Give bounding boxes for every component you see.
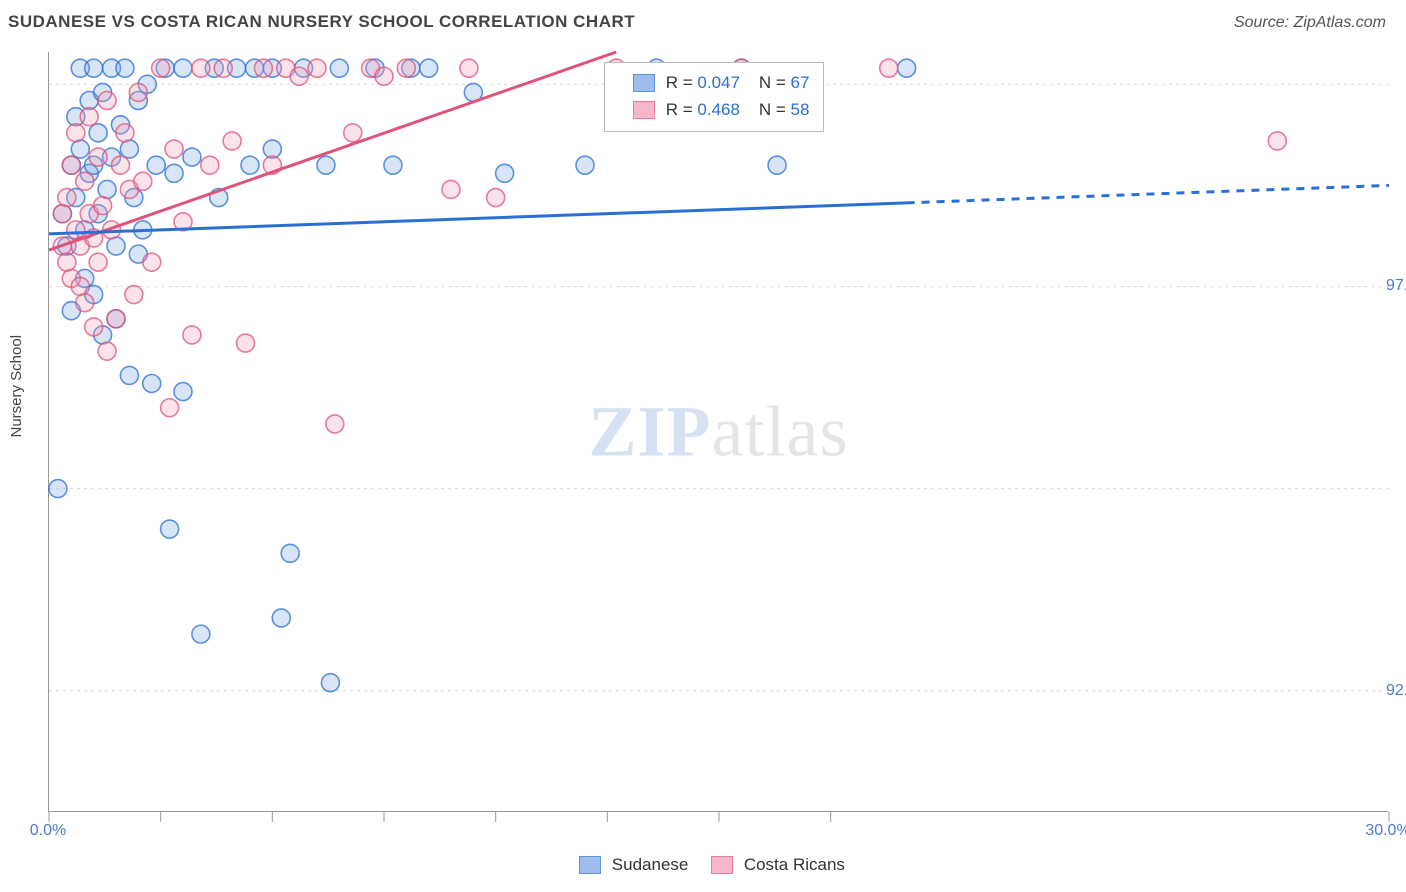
n-label: N = [759,73,791,92]
n-label: N = [759,100,791,119]
source-prefix: Source: [1234,14,1294,31]
x-tick-label: 0.0% [30,822,66,840]
legend-label-sudanese: Sudanese [612,855,689,874]
r-label: R = [666,73,698,92]
x-axis-labels: 0.0%30.0% [48,822,1388,852]
n-value-sudanese: 67 [791,73,810,92]
source-name: ZipAtlas.com [1294,14,1386,31]
n-value-costaricans: 58 [791,100,810,119]
stats-legend: R = 0.047 N = 67 R = 0.468 N = 58 [604,62,824,132]
swatch-costaricans-bottom [711,856,733,874]
r-label: R = [666,100,698,119]
plot-area: ZIPatlas R = 0.047 N = 67 R = 0.468 N = … [48,52,1388,812]
chart-svg [49,52,1388,811]
swatch-costaricans [633,101,655,119]
chart-title: SUDANESE VS COSTA RICAN NURSERY SCHOOL C… [8,12,635,32]
series-legend: Sudanese Costa Ricans [0,855,1406,875]
y-axis-label: Nursery School [8,335,25,438]
swatch-sudanese [633,74,655,92]
stats-row-costaricans: R = 0.468 N = 58 [615,96,809,123]
swatch-sudanese-bottom [579,856,601,874]
y-tick-label: 92.5% [1378,682,1406,700]
r-value-costaricans: 0.468 [697,100,740,119]
stats-row-sudanese: R = 0.047 N = 67 [615,69,809,96]
legend-label-costaricans: Costa Ricans [744,855,845,874]
source-attribution: Source: ZipAtlas.com [1234,14,1386,32]
y-tick-label: 97.5% [1378,277,1406,295]
x-tick-label: 30.0% [1365,822,1406,840]
r-value-sudanese: 0.047 [697,73,740,92]
